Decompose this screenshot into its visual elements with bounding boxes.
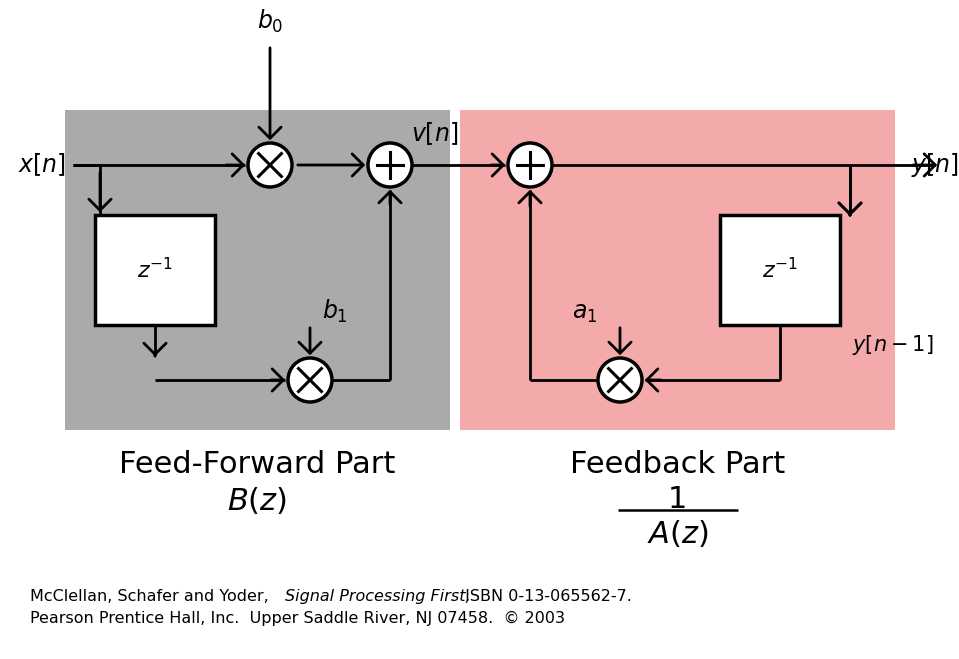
Text: $B(z)$: $B(z)$	[227, 485, 288, 516]
Text: ISBN 0-13-065562-7.: ISBN 0-13-065562-7.	[460, 589, 632, 604]
Text: Feed-Forward Part: Feed-Forward Part	[119, 450, 396, 479]
Text: $b_0$: $b_0$	[257, 8, 283, 35]
Text: $z^{-1}$: $z^{-1}$	[762, 258, 798, 283]
Circle shape	[248, 143, 292, 187]
Text: Feedback Part: Feedback Part	[570, 450, 785, 479]
Text: $b_1$: $b_1$	[322, 298, 348, 325]
Circle shape	[598, 358, 642, 402]
Text: $z^{-1}$: $z^{-1}$	[137, 258, 173, 283]
Text: $y[n]$: $y[n]$	[911, 151, 959, 179]
Circle shape	[508, 143, 552, 187]
Text: Pearson Prentice Hall, Inc.  Upper Saddle River, NJ 07458.  © 2003: Pearson Prentice Hall, Inc. Upper Saddle…	[30, 611, 565, 626]
Text: 1: 1	[667, 485, 688, 514]
Text: $A(z)$: $A(z)$	[646, 518, 709, 549]
Text: $a_1$: $a_1$	[573, 301, 597, 325]
Text: McClellan, Schafer and Yoder,: McClellan, Schafer and Yoder,	[30, 589, 274, 604]
Bar	[65, 110, 450, 430]
Circle shape	[368, 143, 412, 187]
Bar	[460, 110, 895, 430]
Text: $v[n]$: $v[n]$	[411, 120, 458, 147]
Bar	[95, 215, 215, 325]
Text: $x[n]$: $x[n]$	[18, 152, 66, 179]
Text: Signal Processing First,: Signal Processing First,	[285, 589, 471, 604]
Bar	[720, 215, 840, 325]
Text: $y[n-1]$: $y[n-1]$	[852, 333, 933, 357]
Circle shape	[288, 358, 332, 402]
